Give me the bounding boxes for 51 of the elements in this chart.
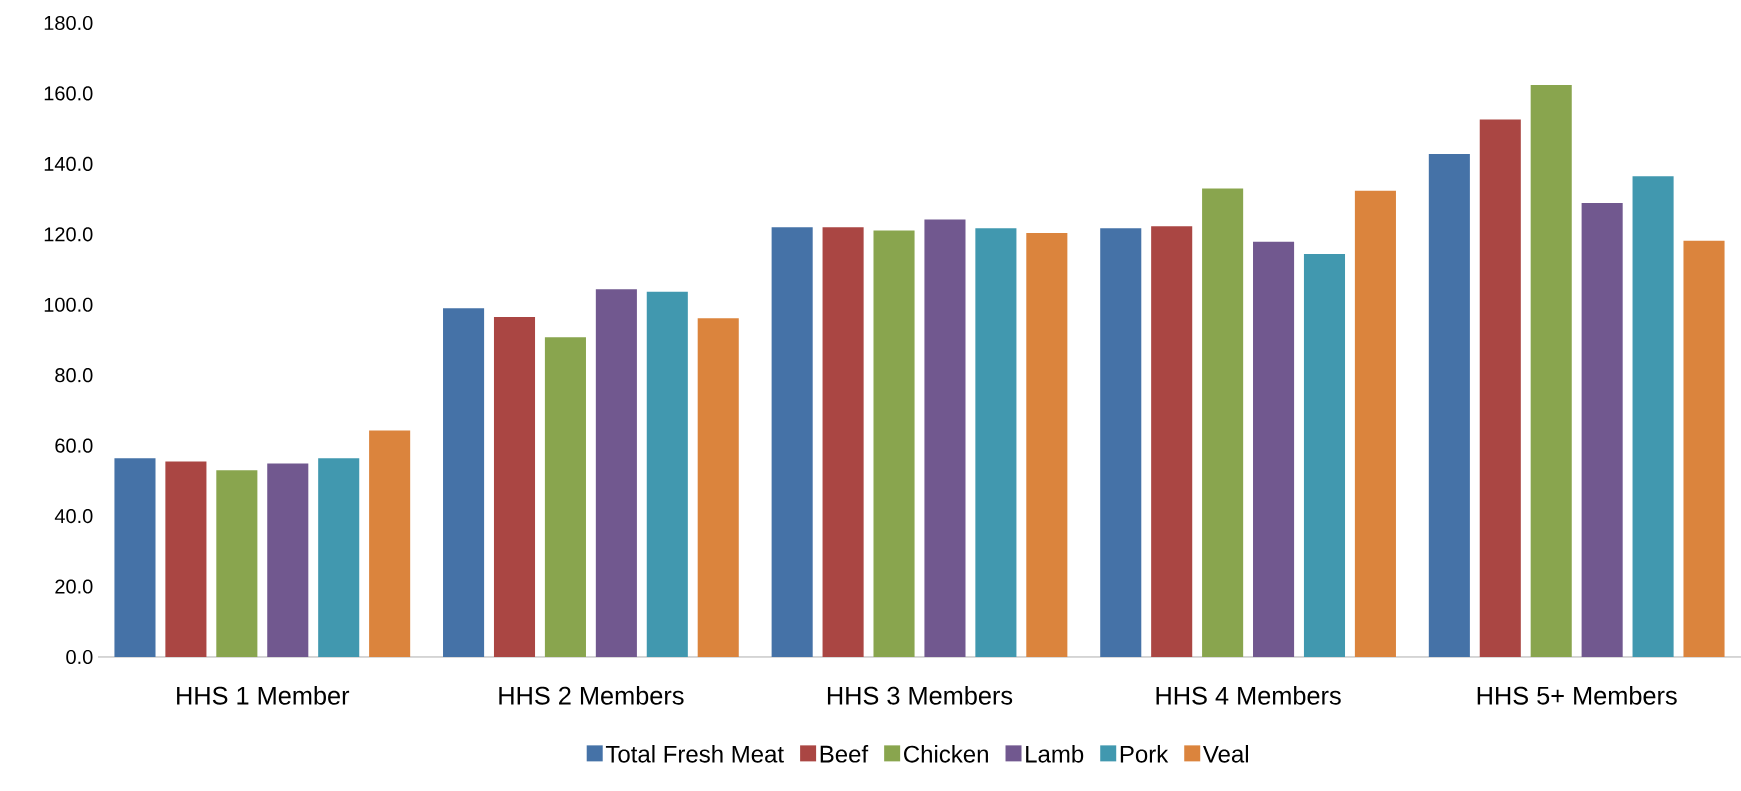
bar bbox=[873, 230, 915, 657]
legend-label: Chicken bbox=[904, 745, 988, 763]
bar bbox=[1026, 232, 1068, 657]
legend-label: Pork bbox=[1120, 745, 1169, 763]
bar bbox=[165, 461, 207, 657]
x-tick-label: HHS 2 Members bbox=[499, 686, 684, 705]
y-tick-label: 20.0 bbox=[55, 579, 93, 594]
y-tick-label: 100.0 bbox=[44, 297, 93, 312]
bar bbox=[216, 470, 258, 657]
bar bbox=[1530, 84, 1572, 657]
bar bbox=[114, 458, 156, 657]
bar bbox=[267, 463, 309, 657]
bar bbox=[1100, 228, 1142, 657]
x-tick-label: HHS 5+ Members bbox=[1477, 686, 1677, 705]
y-tick-label: 0.0 bbox=[66, 649, 93, 665]
y-tick-label: 80.0 bbox=[55, 368, 93, 383]
bar bbox=[1581, 202, 1623, 657]
legend-label: Veal bbox=[1203, 745, 1248, 763]
bar bbox=[1151, 226, 1193, 657]
legend-label: Total Fresh Meat bbox=[605, 745, 784, 763]
bar bbox=[1632, 176, 1674, 657]
y-tick-label: 180.0 bbox=[44, 15, 93, 31]
bar bbox=[822, 227, 864, 657]
bar bbox=[646, 291, 688, 657]
bar bbox=[493, 317, 536, 657]
bar bbox=[544, 337, 586, 657]
bar bbox=[1354, 190, 1396, 657]
legend-label: Beef bbox=[820, 745, 869, 763]
bar bbox=[1253, 241, 1295, 657]
y-tick-label: 60.0 bbox=[55, 438, 93, 453]
bar bbox=[1683, 240, 1725, 657]
bar bbox=[924, 219, 966, 657]
bar bbox=[1303, 254, 1346, 657]
bar bbox=[369, 430, 411, 657]
x-tick-label: HHS 1 Member bbox=[177, 686, 350, 705]
x-tick-label: HHS 4 Members bbox=[1156, 686, 1341, 705]
y-tick-label: 40.0 bbox=[54, 509, 93, 524]
y-tick-label: 140.0 bbox=[44, 156, 93, 171]
bar bbox=[975, 228, 1017, 657]
bar bbox=[1428, 154, 1470, 657]
bar bbox=[1479, 119, 1521, 657]
bar bbox=[595, 289, 637, 657]
x-tick-label: HHS 3 Members bbox=[827, 686, 1013, 705]
y-tick-label: 160.0 bbox=[44, 86, 93, 101]
bar bbox=[771, 227, 813, 657]
bar bbox=[697, 318, 739, 657]
bar bbox=[318, 458, 360, 657]
bar bbox=[1202, 188, 1244, 657]
legend-label: Lamb bbox=[1026, 745, 1084, 763]
bar bbox=[443, 308, 485, 657]
y-tick-label: 120.0 bbox=[44, 227, 93, 242]
